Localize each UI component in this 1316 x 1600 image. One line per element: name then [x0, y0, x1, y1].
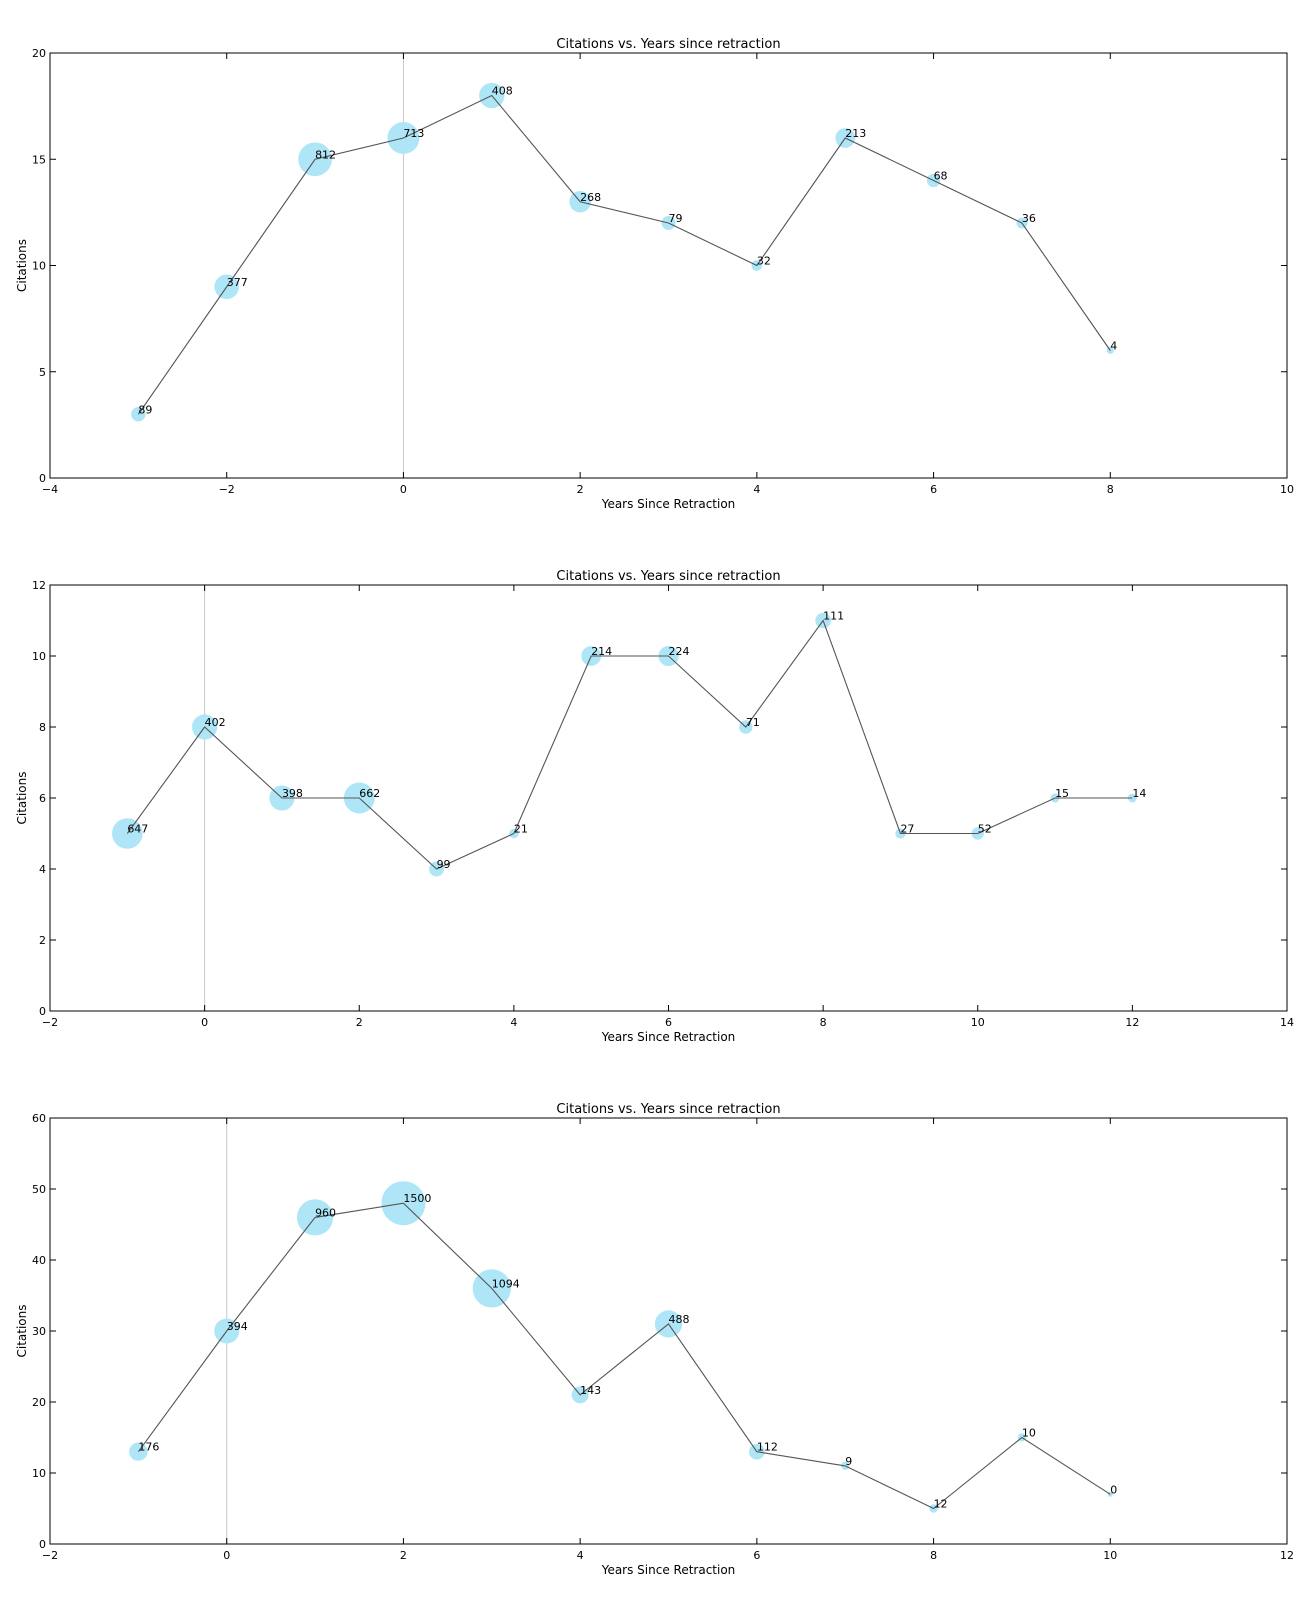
y-tick-label: 10: [32, 650, 46, 663]
data-label: 0: [1110, 1483, 1117, 1496]
data-label: 647: [127, 823, 148, 836]
data-label: 71: [746, 716, 760, 729]
data-label: 14: [1132, 787, 1146, 800]
series-line: [126, 619, 1133, 870]
chart-title: Citations vs. Years since retraction: [556, 37, 780, 52]
y-tick-label: 10: [32, 1467, 46, 1480]
data-label: 1500: [403, 1192, 431, 1205]
x-tick-label: 10: [971, 1016, 985, 1029]
data-label: 4: [1110, 340, 1117, 353]
x-tick-label: 6: [930, 483, 937, 496]
series-line: [137, 1202, 1111, 1510]
x-tick-label: 2: [577, 483, 584, 496]
data-label: 27: [900, 823, 914, 836]
data-label: 10: [1022, 1427, 1036, 1440]
chart-title: Citations vs. Years since retraction: [556, 569, 780, 584]
y-tick-label: 40: [32, 1254, 46, 1267]
x-tick-label: 0: [201, 1016, 208, 1029]
data-label: 21: [514, 823, 528, 836]
x-tick-label: 0: [223, 1549, 230, 1562]
data-label: 1094: [492, 1277, 520, 1290]
x-tick-label: −2: [42, 1016, 58, 1029]
x-tick-label: 14: [1280, 1016, 1294, 1029]
y-axis-label: Citations: [15, 239, 29, 292]
x-tick-label: 2: [400, 1549, 407, 1562]
x-tick-label: 6: [753, 1549, 760, 1562]
x-tick-label: 8: [1107, 483, 1114, 496]
x-tick-label: 6: [665, 1016, 672, 1029]
x-tick-label: 4: [753, 483, 760, 496]
data-label: 79: [669, 212, 683, 225]
y-tick-label: 4: [39, 863, 46, 876]
y-tick-label: 12: [32, 579, 46, 592]
x-axis-label: Years Since Retraction: [601, 1030, 736, 1044]
y-tick-label: 30: [32, 1325, 46, 1338]
y-tick-label: 0: [39, 1538, 46, 1551]
y-tick-label: 8: [39, 721, 46, 734]
data-label: 214: [591, 645, 612, 658]
series-line: [137, 94, 1111, 415]
data-label: 111: [823, 610, 844, 623]
y-tick-label: 20: [32, 47, 46, 60]
x-tick-label: 2: [356, 1016, 363, 1029]
y-tick-label: 60: [32, 1112, 46, 1125]
x-axis-label: Years Since Retraction: [601, 497, 736, 511]
data-label: 99: [437, 858, 451, 871]
data-label: 213: [845, 127, 866, 140]
data-label: 12: [934, 1498, 948, 1511]
data-label: 9: [845, 1455, 852, 1468]
y-tick-label: 50: [32, 1183, 46, 1196]
data-label: 15: [1055, 787, 1069, 800]
data-label: 398: [282, 787, 303, 800]
data-label: 488: [669, 1313, 690, 1326]
y-tick-label: 6: [39, 792, 46, 805]
data-label: 36: [1022, 212, 1036, 225]
x-tick-label: −2: [42, 1549, 58, 1562]
y-tick-label: 15: [32, 153, 46, 166]
data-label: 176: [138, 1441, 159, 1454]
y-tick-label: 0: [39, 1005, 46, 1018]
data-label: 224: [669, 645, 690, 658]
data-label: 377: [227, 276, 248, 289]
chart-title: Citations vs. Years since retraction: [556, 1102, 780, 1117]
data-label: 89: [138, 403, 152, 416]
data-label: 143: [580, 1384, 601, 1397]
data-label: 662: [359, 787, 380, 800]
data-label: 960: [315, 1206, 336, 1219]
data-label: 394: [227, 1320, 248, 1333]
data-label: 268: [580, 191, 601, 204]
data-label: 52: [978, 823, 992, 836]
data-label: 408: [492, 85, 513, 98]
x-tick-label: 0: [400, 483, 407, 496]
x-tick-label: 12: [1280, 1549, 1294, 1562]
data-label: 112: [757, 1441, 778, 1454]
y-tick-label: 10: [32, 260, 46, 273]
data-label: 402: [205, 716, 226, 729]
x-tick-label: 8: [820, 1016, 827, 1029]
y-tick-label: 2: [39, 934, 46, 947]
x-tick-label: 10: [1103, 1549, 1117, 1562]
x-tick-label: 12: [1125, 1016, 1139, 1029]
y-tick-label: 20: [32, 1396, 46, 1409]
y-tick-label: 0: [39, 472, 46, 485]
y-tick-label: 5: [39, 366, 46, 379]
x-tick-label: 4: [510, 1016, 517, 1029]
x-tick-label: 4: [577, 1549, 584, 1562]
y-axis-label: Citations: [15, 1304, 29, 1357]
data-label: 68: [934, 170, 948, 183]
x-tick-label: 8: [930, 1549, 937, 1562]
plot-frame: [49, 52, 1288, 479]
y-axis-label: Citations: [15, 771, 29, 824]
x-tick-label: −2: [219, 483, 235, 496]
x-axis-label: Years Since Retraction: [601, 1563, 736, 1577]
x-tick-label: 10: [1280, 483, 1294, 496]
data-label: 32: [757, 255, 771, 268]
data-label: 713: [403, 127, 424, 140]
data-label: 812: [315, 148, 336, 161]
x-tick-label: −4: [42, 483, 58, 496]
